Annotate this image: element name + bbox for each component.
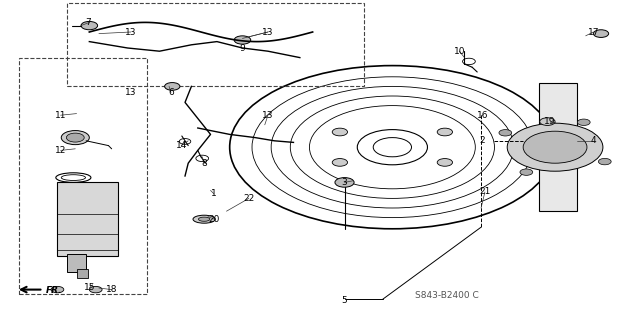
Text: 21: 21 xyxy=(479,188,491,196)
Text: 22: 22 xyxy=(243,194,255,203)
Text: 12: 12 xyxy=(55,146,66,155)
Bar xyxy=(77,269,88,278)
Circle shape xyxy=(523,131,587,163)
Text: 13: 13 xyxy=(125,88,137,97)
Circle shape xyxy=(332,128,348,136)
Text: 10: 10 xyxy=(454,47,465,56)
Circle shape xyxy=(61,131,89,145)
Text: S843-B2400 C: S843-B2400 C xyxy=(415,292,478,300)
Circle shape xyxy=(89,286,102,293)
Text: 9: 9 xyxy=(239,44,246,52)
Circle shape xyxy=(332,158,348,166)
Bar xyxy=(19,58,147,294)
Ellipse shape xyxy=(198,217,210,221)
Text: 8: 8 xyxy=(201,159,207,168)
Circle shape xyxy=(499,130,512,136)
Circle shape xyxy=(51,286,64,293)
Text: 15: 15 xyxy=(84,284,95,292)
Text: 17: 17 xyxy=(588,28,599,36)
Text: 1: 1 xyxy=(211,189,217,198)
Circle shape xyxy=(540,118,555,125)
Text: 4: 4 xyxy=(591,136,596,145)
Text: 13: 13 xyxy=(125,28,137,36)
Text: 6: 6 xyxy=(168,88,174,97)
Text: 14: 14 xyxy=(175,141,187,150)
Circle shape xyxy=(577,119,590,125)
Circle shape xyxy=(335,178,354,187)
Text: FR.: FR. xyxy=(46,286,63,295)
Circle shape xyxy=(507,123,603,171)
Circle shape xyxy=(598,158,611,165)
Circle shape xyxy=(165,83,180,90)
Ellipse shape xyxy=(193,215,215,223)
Circle shape xyxy=(234,36,251,44)
Text: 13: 13 xyxy=(262,28,274,36)
Bar xyxy=(67,254,86,272)
Text: 7: 7 xyxy=(85,18,91,27)
Circle shape xyxy=(593,30,609,37)
Circle shape xyxy=(81,21,98,30)
Text: 5: 5 xyxy=(341,296,348,305)
Bar xyxy=(67,3,364,86)
Text: 20: 20 xyxy=(209,215,220,224)
Bar xyxy=(57,182,118,256)
Text: 2: 2 xyxy=(479,136,484,145)
Text: 11: 11 xyxy=(55,111,66,120)
Text: 16: 16 xyxy=(477,111,488,120)
Circle shape xyxy=(66,133,84,142)
Text: 13: 13 xyxy=(262,111,274,120)
Bar xyxy=(539,83,577,211)
Text: 19: 19 xyxy=(544,117,556,126)
Circle shape xyxy=(437,128,452,136)
Circle shape xyxy=(437,159,452,166)
Text: 3: 3 xyxy=(341,178,348,187)
Text: 18: 18 xyxy=(106,285,117,294)
Circle shape xyxy=(520,169,533,175)
